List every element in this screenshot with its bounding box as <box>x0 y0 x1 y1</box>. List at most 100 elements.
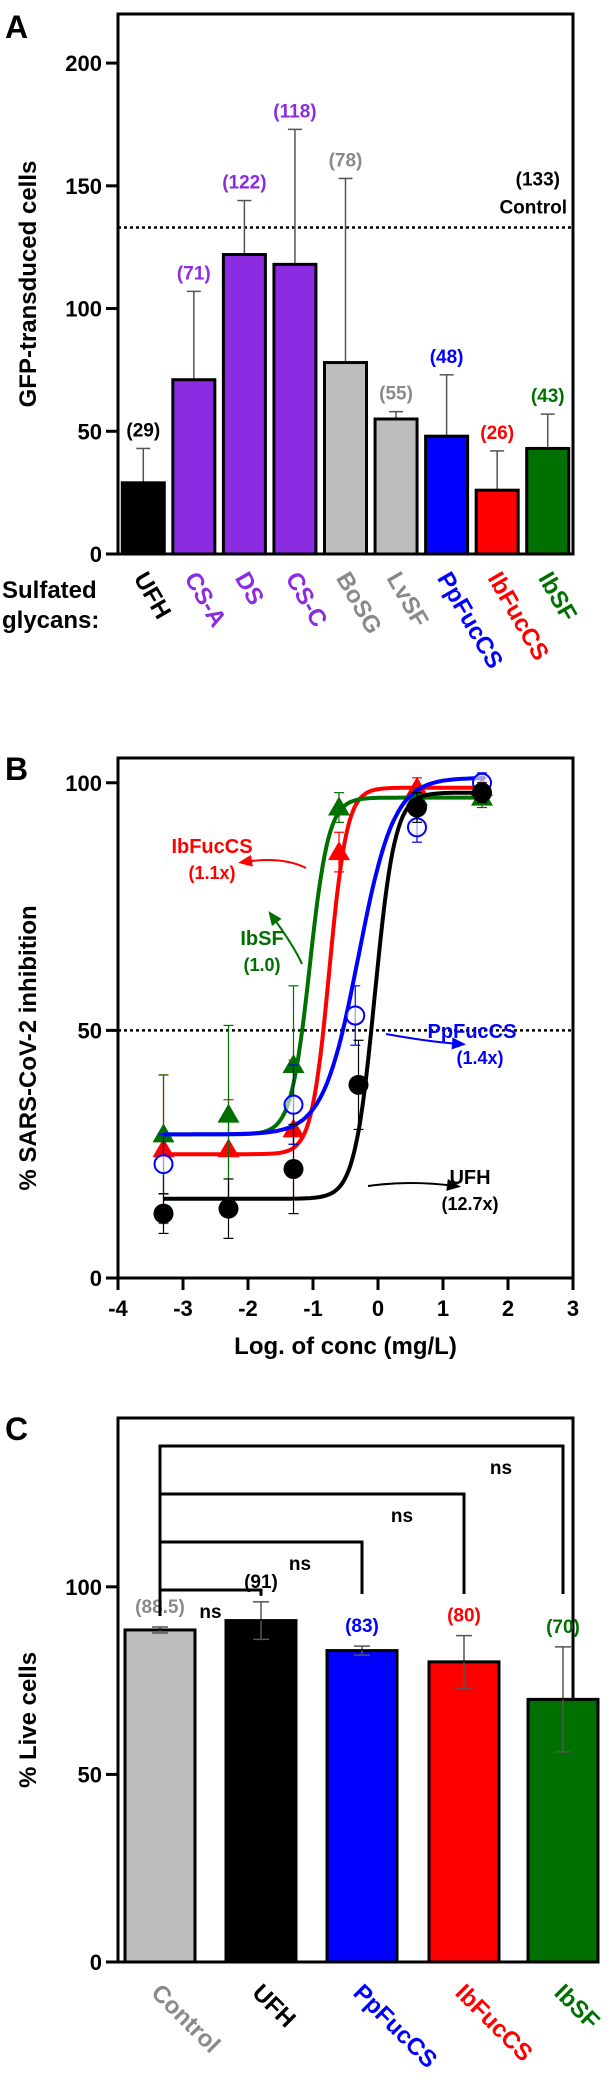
bar-value-label: (70) <box>546 1617 580 1638</box>
control-value-label: (133) <box>516 170 560 191</box>
y-axis-label: % Live cells <box>15 1652 42 1788</box>
panel-b-letter: B <box>5 751 28 787</box>
bar-value-label: (26) <box>480 423 514 444</box>
series-name-label: PpFucCS <box>428 1021 517 1043</box>
y-tick-label: 100 <box>65 771 102 796</box>
bar-value-label: (48) <box>430 347 464 368</box>
x-axis-prefix-line1: Sulfated <box>2 577 97 604</box>
data-point-triangle <box>282 1054 305 1074</box>
significance-label: ns <box>289 1554 311 1575</box>
x-category-label: Control <box>146 1979 225 2058</box>
x-tick-label: 3 <box>567 1296 579 1321</box>
fit-curve <box>163 790 486 1201</box>
bar-value-label: (122) <box>222 173 266 194</box>
series-name-label: UFH <box>449 1167 490 1189</box>
y-tick-label: 100 <box>65 1575 102 1600</box>
y-tick-label: 0 <box>90 1266 102 1291</box>
y-axis-label: GFP-transduced cells <box>15 161 42 408</box>
annotation-arrowhead <box>268 911 282 926</box>
x-tick-label: -4 <box>108 1296 128 1321</box>
annotation-arrowhead <box>451 1037 466 1050</box>
x-category-label: BoSG <box>330 568 387 639</box>
fit-curve <box>163 785 486 1157</box>
bar-value-label: (55) <box>379 384 413 405</box>
data-point-open-circle <box>283 1094 304 1115</box>
y-tick-label: 50 <box>78 1762 102 1787</box>
x-category-label: UFH <box>128 568 176 624</box>
annotation-arrowhead <box>446 1178 461 1191</box>
significance-bracket <box>158 1492 466 1616</box>
bar-value-label: (80) <box>447 1606 481 1627</box>
data-point-open-circle <box>345 1005 366 1026</box>
annotation-arrow <box>367 1182 456 1187</box>
bar-control <box>123 1628 197 1964</box>
data-point-circle <box>283 1159 304 1180</box>
bar-ppfuccs <box>424 434 470 556</box>
control-name-label: Control <box>499 198 567 219</box>
x-category-label: DS <box>229 568 269 610</box>
series-annotation-label: (1.1x) <box>188 863 235 883</box>
y-tick-label: 150 <box>65 174 102 199</box>
data-point-triangle <box>328 796 350 816</box>
data-point-circle <box>407 797 427 818</box>
panel-a-letter: A <box>5 9 28 45</box>
data-point-triangle <box>328 841 350 861</box>
bar-lvsf <box>373 417 419 556</box>
bar-ibsf <box>525 446 571 556</box>
series-annotation-label: (12.7x) <box>441 1194 498 1214</box>
series-ufh: UFH (12.7x) <box>153 782 499 1239</box>
bar-value-label: (91) <box>244 1572 278 1593</box>
y-tick-label: 0 <box>90 1950 102 1975</box>
significance-label: ns <box>391 1506 413 1527</box>
bar-ibfuccs <box>474 488 520 556</box>
series-ibfuccs: IbFucCS (1.1x) <box>152 776 493 1225</box>
bar-ufh <box>120 481 166 556</box>
significance-label: ns <box>490 1458 512 1479</box>
y-tick-label: 50 <box>78 419 102 444</box>
bar-value-label: (118) <box>273 101 316 122</box>
series-annotation-label: (1.0) <box>243 955 280 975</box>
x-category-label: CS-C <box>280 568 333 632</box>
bar-ibfuccs <box>427 1660 501 1964</box>
x-axis-prefix-line2: glycans: <box>2 607 99 634</box>
bar-cs-a <box>171 378 217 556</box>
bar-value-label: (43) <box>531 386 565 407</box>
y-tick-label: 200 <box>65 51 102 76</box>
data-point-triangle <box>406 776 428 796</box>
bar-ds <box>221 253 267 556</box>
x-category-label: UFH <box>247 1979 301 2033</box>
bar-cs-c <box>272 262 318 556</box>
y-tick-label: 100 <box>65 297 102 322</box>
panel-c-letter: C <box>5 1411 28 1447</box>
bar-ppfuccs <box>325 1649 399 1964</box>
x-tick-label: -1 <box>303 1296 323 1321</box>
x-category-label: PpFucCS <box>348 1979 443 2074</box>
data-point-open-circle <box>153 1154 174 1175</box>
bar-value-label: (71) <box>177 263 211 284</box>
fit-curve <box>163 776 486 1137</box>
y-axis-label: % SARS-CoV-2 inhibition <box>15 905 42 1190</box>
x-axis-label: Log. of conc (mg/L) <box>234 1333 457 1360</box>
panel-b-frame <box>116 756 575 1280</box>
annotation-arrowhead <box>238 854 253 867</box>
x-category-label: IbSF <box>549 1979 605 2035</box>
x-tick-label: 2 <box>502 1296 514 1321</box>
panel-a-bar-chart: 0 50 100 150 200 GFP-transduced cells (133) Con… <box>2 12 582 673</box>
annotation-arrow <box>243 859 307 869</box>
data-point-circle <box>348 1074 369 1095</box>
significance-label: ns <box>199 1602 221 1623</box>
bar-value-label: (83) <box>345 1616 379 1637</box>
significance-bracket <box>158 1444 565 1616</box>
panel-b-dose-response-chart: 0 50 100 -4 -3 -2 -1 0 1 2 3 Log. of conc (mg/L) % S… <box>15 756 579 1360</box>
x-category-label: IbFucCS <box>450 1979 538 2067</box>
bar-value-label: (78) <box>329 150 363 171</box>
data-point-triangle <box>217 1103 240 1123</box>
data-point-circle <box>472 782 492 803</box>
x-category-label: LvSF <box>381 568 434 632</box>
series-name-label: IbFucCS <box>171 836 252 858</box>
x-tick-label: -2 <box>238 1296 258 1321</box>
y-tick-label: 50 <box>78 1018 102 1043</box>
bar-ufh <box>224 1619 298 1964</box>
